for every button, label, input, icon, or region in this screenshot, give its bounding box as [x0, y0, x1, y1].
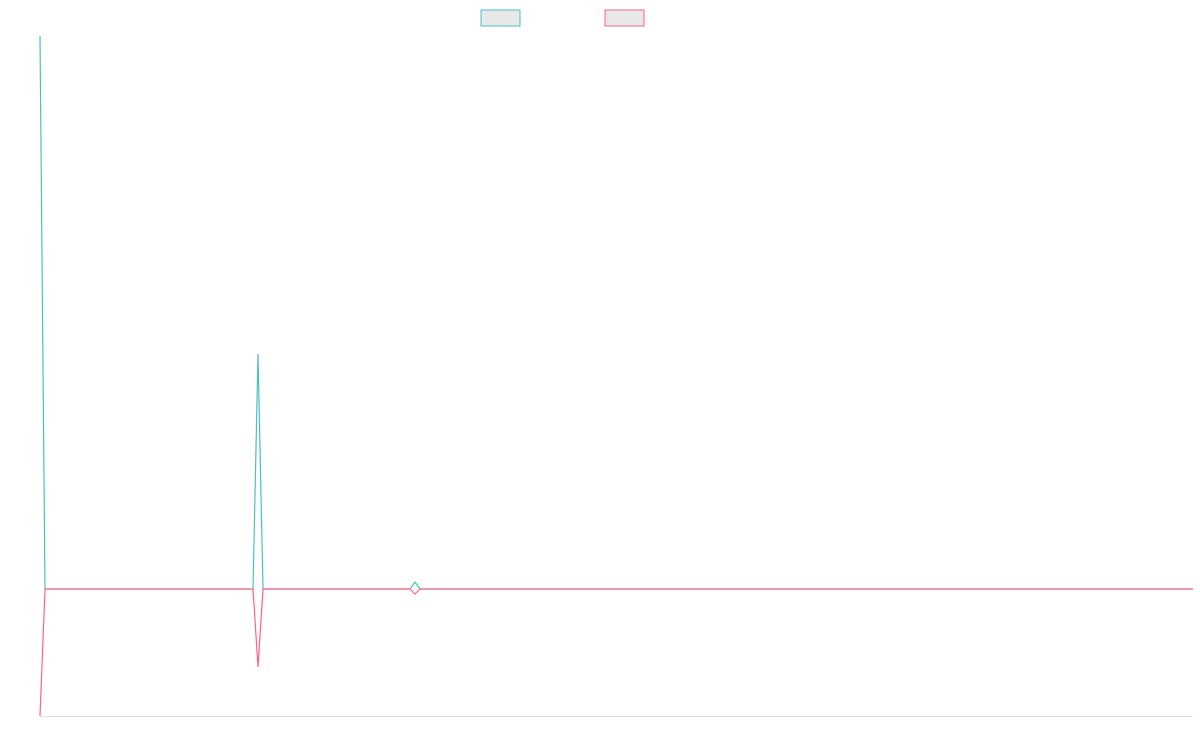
legend-swatch	[604, 9, 645, 27]
series-line	[39, 588, 1193, 717]
legend	[480, 9, 645, 27]
legend-swatch	[480, 9, 521, 27]
plot-area	[39, 35, 1193, 717]
series-line	[39, 35, 1193, 590]
